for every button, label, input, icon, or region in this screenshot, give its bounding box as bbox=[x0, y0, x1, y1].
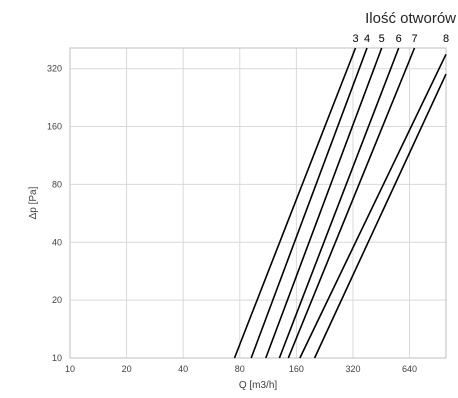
y-tick-label: 20 bbox=[52, 295, 62, 305]
y-tick-label: 160 bbox=[47, 122, 62, 132]
x-tick-label: 320 bbox=[345, 364, 360, 374]
series-label: 5 bbox=[379, 33, 385, 45]
series-line bbox=[313, 73, 447, 359]
x-tick-label: 80 bbox=[235, 364, 245, 374]
y-tick-label: 320 bbox=[47, 64, 62, 74]
series-line bbox=[250, 47, 368, 359]
y-tick-labels: 10 20 40 80 160 320 bbox=[47, 64, 62, 363]
series-line bbox=[233, 47, 357, 359]
x-tick-label: 20 bbox=[122, 364, 132, 374]
y-tick-label: 40 bbox=[52, 237, 62, 247]
grid bbox=[69, 48, 446, 359]
series-line bbox=[287, 47, 416, 359]
x-tick-labels: 10 20 40 80 160 320 640 bbox=[65, 364, 417, 374]
x-axis-label: Q [m3/h] bbox=[239, 380, 278, 391]
x-tick-label: 640 bbox=[402, 364, 417, 374]
series-lines bbox=[233, 47, 447, 359]
y-tick-label: 80 bbox=[52, 179, 62, 189]
series-label: 8 bbox=[443, 33, 449, 45]
series-label: 4 bbox=[364, 33, 370, 45]
y-tick-label: 10 bbox=[52, 353, 62, 363]
series-label: 7 bbox=[411, 33, 417, 45]
y-axis-label: Δp [Pa] bbox=[28, 186, 39, 219]
series-label: 6 bbox=[396, 33, 402, 45]
plot-frame bbox=[69, 47, 447, 359]
series-line bbox=[278, 47, 400, 359]
legend-title: Ilość otworów bbox=[365, 10, 456, 27]
x-tick-label: 40 bbox=[178, 364, 188, 374]
x-tick-label: 10 bbox=[65, 364, 75, 374]
series-label: 3 bbox=[352, 33, 358, 45]
x-tick-label: 160 bbox=[289, 364, 304, 374]
series-line bbox=[299, 53, 447, 359]
series-line bbox=[265, 47, 383, 359]
